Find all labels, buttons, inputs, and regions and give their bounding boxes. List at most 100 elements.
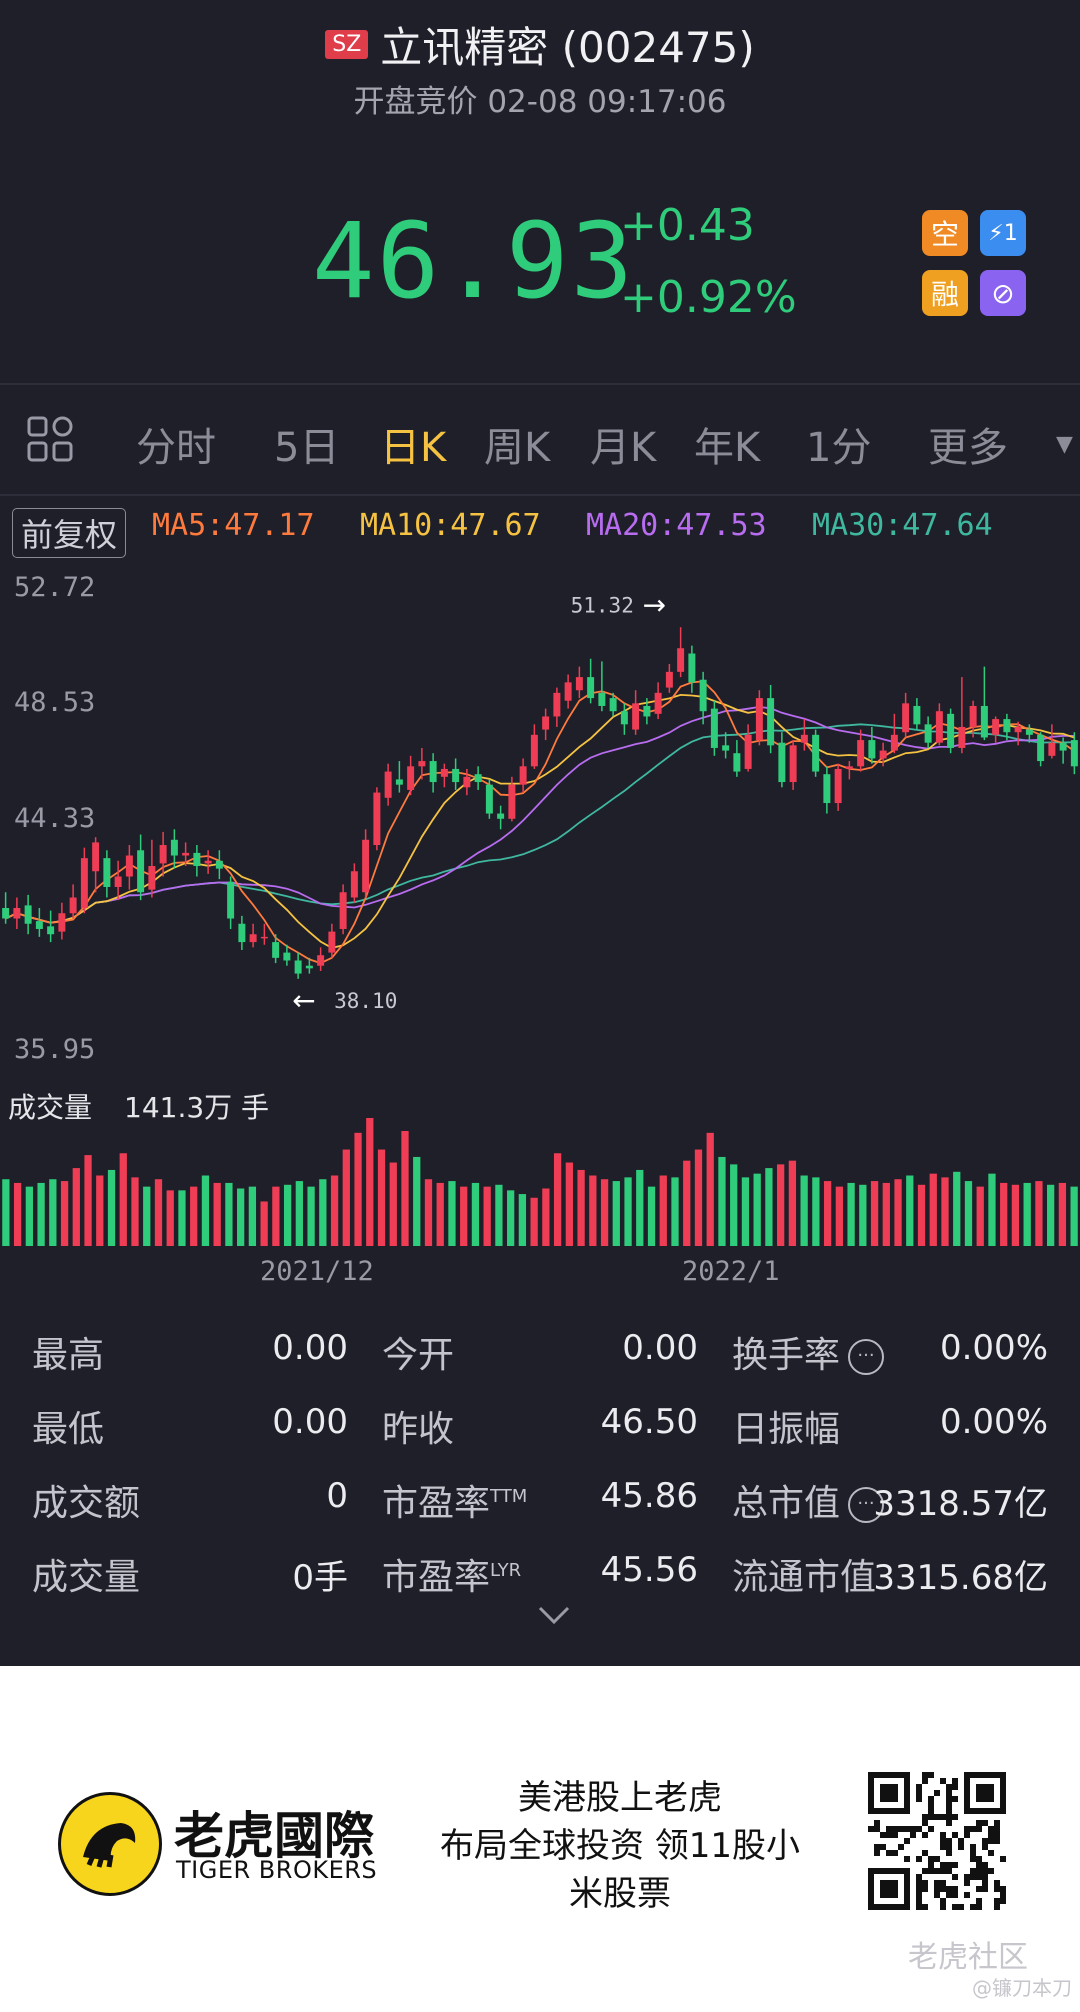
volume-bar [448,1181,456,1246]
price-change: +0.43 [620,200,755,251]
candle [260,923,268,945]
tab-weekly-k[interactable]: 周K [484,425,551,471]
volume-bar [577,1169,585,1246]
candle [1037,732,1045,767]
stat-value: 0.00 [272,1402,348,1442]
candlestick-chart[interactable]: 51.32 → 38.10 ← [0,560,1080,1060]
candle [677,627,685,678]
candle [1025,724,1033,743]
candle [159,831,167,877]
short-sell-icon[interactable]: 空 [922,210,968,256]
volume-bar [96,1175,104,1246]
candle [227,876,235,929]
stat-value: 0.00% [939,1328,1048,1368]
candle [407,755,415,796]
candle [238,915,246,950]
exchange-badge: SZ [325,30,369,59]
volume-bar [553,1153,562,1246]
stat-value: 45.86 [600,1476,698,1516]
volume-bar [953,1171,961,1246]
session-status: 开盘竞价 02-08 09:17:06 [353,84,727,120]
brand-name-en: TIGER BROKERS [176,1856,378,1884]
volume-bar [730,1164,738,1246]
volume-bar [166,1190,174,1246]
promo-line: 米股票 [569,1874,671,1914]
candle [980,666,988,741]
volume-bar [741,1177,750,1246]
volume-bar [260,1201,268,1246]
volume-bar [319,1179,327,1246]
volume-bar [800,1175,808,1246]
candle [440,763,448,788]
candle [13,897,21,929]
volume-bar [460,1186,468,1246]
volume-bar [401,1130,409,1246]
candle [508,776,516,822]
volume-bar [530,1197,538,1246]
volume-bar [413,1156,421,1246]
candle [384,763,392,806]
promo-footer [0,1666,1080,2012]
candle [148,839,156,898]
tab-1min[interactable]: 1分 [806,425,872,471]
ma5-value: MA5:47.17 [152,508,315,543]
volume-bar [988,1173,996,1246]
volume-bar [683,1160,691,1246]
tab-more[interactable]: 更多 [928,425,1008,471]
volume-bar [847,1182,855,1246]
candle [767,684,775,754]
y-tick-label: 52.72 [14,572,96,603]
candle [620,703,628,735]
volume-bar [788,1160,797,1246]
tab-daily-k[interactable]: 日K [380,425,447,471]
volume-chart[interactable] [0,1110,1080,1250]
stat-label: 今开 [382,1335,455,1376]
svg-text:38.10: 38.10 [334,989,397,1013]
tab-5day[interactable]: 5日 [274,425,340,471]
watermark: 老虎社区 [908,1940,1028,1975]
level1-lightning-icon[interactable]: ⚡1 [980,210,1026,256]
volume-bar [941,1177,949,1246]
stat-value: 3318.57亿 [873,1484,1048,1524]
margin-icon[interactable]: 融 [922,270,968,316]
candle [947,708,955,754]
chevron-down-icon[interactable] [534,1600,574,1630]
tab-monthly-k[interactable]: 月K [590,425,657,471]
grid-layout-icon[interactable] [26,415,74,463]
info-icon[interactable]: ··· [848,1339,885,1375]
no-sign-icon[interactable]: ⊘ [980,270,1026,316]
volume-bar [107,1169,116,1246]
price-adjust-button[interactable]: 前复权 [12,508,127,558]
volume-bar [283,1184,292,1246]
info-icon[interactable]: ··· [848,1487,885,1523]
stat-label: 市盈率LYR [382,1557,522,1598]
candle [395,761,403,793]
stat-value: 3315.68亿 [873,1558,1048,1598]
volume-bar [753,1173,761,1246]
caret-down-icon[interactable]: ▼ [1056,432,1073,457]
volume-bar [72,1168,80,1246]
tab-intraday[interactable]: 分时 [136,425,216,471]
qr-code[interactable] [868,1772,1006,1910]
candle [429,753,437,793]
volume-bar [542,1188,550,1246]
volume-bar [201,1175,210,1246]
tab-yearly-k[interactable]: 年K [694,425,761,471]
candle [992,716,1000,743]
volume-bar [483,1186,491,1246]
candle [733,740,741,777]
volume-bar [342,1149,350,1246]
y-tick-label: 35.95 [14,1034,96,1065]
stat-label: 日振幅 [732,1409,841,1450]
volume-bar [237,1188,245,1246]
ma10-line [5,693,1075,949]
candle [598,661,606,712]
volume-bar [706,1132,714,1246]
candle [328,923,336,958]
candle [823,766,831,814]
volume-bar [882,1182,890,1246]
candle [654,682,662,720]
stat-value: 45.56 [600,1550,698,1590]
ma20-value: MA20:47.53 [586,508,767,543]
volume-bar [835,1186,843,1246]
